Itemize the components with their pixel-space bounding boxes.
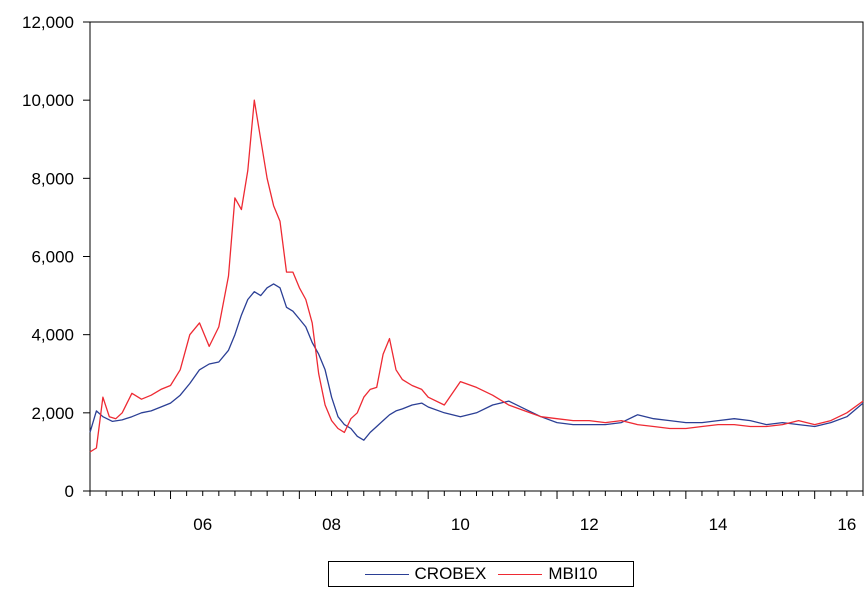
y-tick-label: 6,000 — [31, 248, 74, 267]
x-tick-label: 14 — [709, 515, 728, 534]
x-tick-label: 16 — [837, 515, 856, 534]
legend-item-mbi10: MBI10 — [498, 564, 597, 584]
legend-item-crobex: CROBEX — [364, 564, 487, 584]
x-axis: 06 08 10 12 14 16 — [89, 491, 864, 534]
y-tick-label: 12,000 — [22, 13, 74, 32]
series-line-crobex — [89, 283, 864, 441]
y-tick-label: 4,000 — [31, 326, 74, 345]
y-tick-label: 2,000 — [31, 404, 74, 423]
series-group — [89, 99, 864, 453]
legend-swatch-crobex — [364, 573, 409, 575]
x-tick-label: 08 — [322, 515, 341, 534]
y-tick-label: 0 — [65, 482, 74, 501]
legend: CROBEX MBI10 — [328, 561, 634, 587]
series-line-mbi10 — [89, 99, 864, 453]
x-tick-label: 12 — [580, 515, 599, 534]
legend-swatch-mbi10 — [498, 573, 543, 575]
line-chart: 0 2,000 4,000 6,000 8,000 10,000 12,000 06 08 10… — [22, 13, 864, 534]
x-tick-label: 10 — [451, 515, 470, 534]
legend-label-crobex: CROBEX — [414, 564, 487, 583]
x-tick-label: 06 — [193, 515, 212, 534]
y-tick-label: 10,000 — [22, 91, 74, 110]
legend-label-mbi10: MBI10 — [548, 564, 598, 583]
y-tick-label: 8,000 — [31, 169, 74, 188]
y-axis: 0 2,000 4,000 6,000 8,000 10,000 12,000 — [22, 13, 90, 501]
